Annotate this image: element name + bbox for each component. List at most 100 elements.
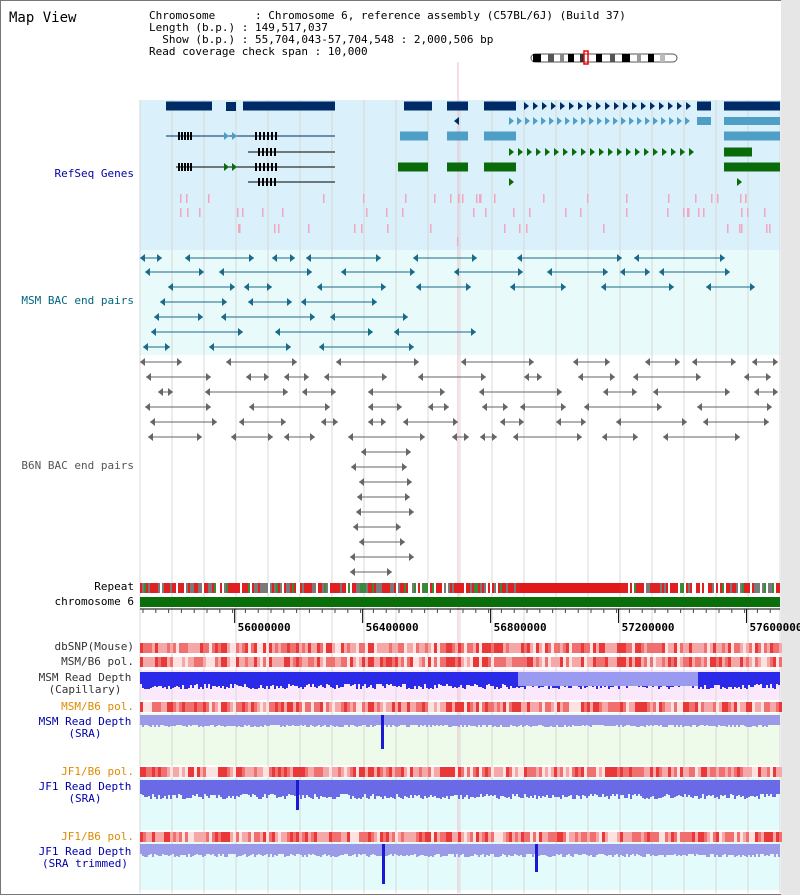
msm-depth-capillary-bar [266,672,268,686]
ideogram-band [596,54,602,62]
jf1-b6-pol-cell [686,767,689,777]
dbsnp-cell [368,643,371,653]
repeat-segment [184,583,186,593]
track-label-chromosome[interactable]: chromosome 6 [54,595,134,608]
jf1-b6-pol-cell [416,767,419,777]
track-label-jf1-b6-pol[interactable]: JF1/B6 pol. [61,765,134,778]
msm-b6-pol-cell [602,657,605,667]
right-scroll-strip[interactable] [781,0,800,895]
jf1-b6-pol-cell [461,767,464,777]
msm-depth-capillary-bar [284,672,286,689]
msm-b6-pol-cell [293,657,296,667]
b6n-bac-pair-end-left [602,433,607,441]
track-label-jf1-b6-pol-2[interactable]: JF1/B6 pol. [61,830,134,843]
jf1-b6-pol-cell [251,767,254,777]
jf1-depth-sra-bar [192,780,194,795]
dbsnp-cell [401,643,404,653]
track-label-msm-b6-pol-2[interactable]: MSM/B6 pol. [61,700,134,713]
repeat-segment [710,583,712,593]
refseq-short-feature [180,208,182,217]
axis-tick-label: 57600000 [750,621,800,634]
msm-depth-capillary-bar [402,672,404,684]
msm-b6-pol-cell [302,657,305,667]
msm-b6-pol-cell [203,657,206,667]
b6n-bac-pair-end-right [400,538,405,546]
msm-bac-pair-end-left [306,254,311,262]
jf1-b6-pol-2-cell [512,832,515,842]
jf1-b6-pol-cell [374,767,377,777]
jf1-depth-sra-bar [434,780,436,796]
track-label-msm-depth-sra[interactable]: MSM Read Depth (SRA) [38,715,132,740]
dbsnp-cell [320,643,323,653]
track-label-msm-bac[interactable]: MSM BAC end pairs [21,294,134,307]
track-label-b6n-bac[interactable]: B6N BAC end pairs [21,459,134,472]
msm-b6-pol-2-cell [722,702,725,712]
msm-bac-pair-end-right [199,268,204,276]
jf1-depth-trimmed-bar [518,844,520,856]
jf1-b6-pol-2-cell [704,832,707,842]
jf1-depth-sra-bar [376,780,378,796]
msm-depth-sra-bar [456,715,458,726]
b6n-bac-pair-end-left [556,418,561,426]
msm-depth-sra-bar [306,715,308,727]
msm-b6-pol-cell [371,657,374,667]
msm-depth-capillary-bar [332,672,334,688]
repeat-segment [140,583,142,593]
track-label-refseq[interactable]: RefSeq Genes [54,167,134,180]
jf1-b6-pol-2-cell [725,832,728,842]
msm-b6-pol-cell [668,657,671,667]
gene-strand-arrow [545,148,550,156]
msm-depth-sra-bar [590,715,592,727]
track-label-dbsnp[interactable]: dbSNP(Mouse) [54,640,134,653]
jf1-b6-pol-2-cell [620,832,623,842]
dbsnp-cell [554,643,557,653]
jf1-depth-sra-bar [374,780,376,799]
repeat-segment [758,583,760,593]
jf1-b6-pol-cell [419,767,422,777]
dbsnp-cell [140,643,143,653]
jf1-b6-pol-2-cell [719,832,722,842]
track-label-jf1-depth-sra[interactable]: JF1 Read Depth (SRA) [38,780,132,805]
track-label-jf1-depth-trimmed[interactable]: JF1 Read Depth (SRA trimmed) [38,845,132,870]
msm-depth-sra-bar [170,715,172,726]
msm-depth-sra-bar [606,715,608,726]
msm-b6-pol-2-cell [455,702,458,712]
repeat-segment [466,583,468,593]
jf1-b6-pol-2-cell [761,832,764,842]
jf1-b6-pol-cell [164,767,167,777]
repeat-segment [438,583,440,593]
jf1-depth-trimmed-bar [586,844,588,855]
b6n-bac-pair-end-right [405,493,410,501]
msm-depth-capillary-bar [404,672,406,684]
msm-b6-pol-cell [650,657,653,667]
repeat-segment [462,583,464,593]
jf1-b6-pol-2-cell [350,832,353,842]
msm-b6-pol-2-cell [536,702,539,712]
msm-b6-pol-cell [446,657,449,667]
dbsnp-cell [425,643,428,653]
repeat-segment [266,583,268,593]
dbsnp-cell [185,643,188,653]
jf1-b6-pol-2-cell [506,832,509,842]
track-label-repeat[interactable]: Repeat [94,580,134,593]
refseq-short-feature [687,208,689,217]
refseq-exon [274,178,276,186]
jf1-depth-sra-bar [408,780,410,798]
jf1-depth-trimmed-bar [438,844,440,854]
track-label-msm-depth-capillary[interactable]: MSM Read Depth (Capillary) [38,671,132,696]
jf1-b6-pol-cell [677,767,680,777]
jf1-b6-pol-cell [719,767,722,777]
repeat-segment [472,583,474,593]
jf1-b6-pol-cell [611,767,614,777]
jf1-depth-sra-bar [196,780,198,794]
msm-b6-pol-2-cell [431,702,434,712]
jf1-depth-sra-bar [448,780,450,799]
msm-depth-sra-bar [490,715,492,725]
msm-b6-pol-2-cell [281,702,284,712]
track-label-msm-b6-pol[interactable]: MSM/B6 pol. [61,655,134,668]
msm-b6-pol-2-cell [392,702,395,712]
refseq-exon [259,132,261,140]
jf1-b6-pol-2-cell [614,832,617,842]
jf1-b6-pol-2-cell [770,832,773,842]
